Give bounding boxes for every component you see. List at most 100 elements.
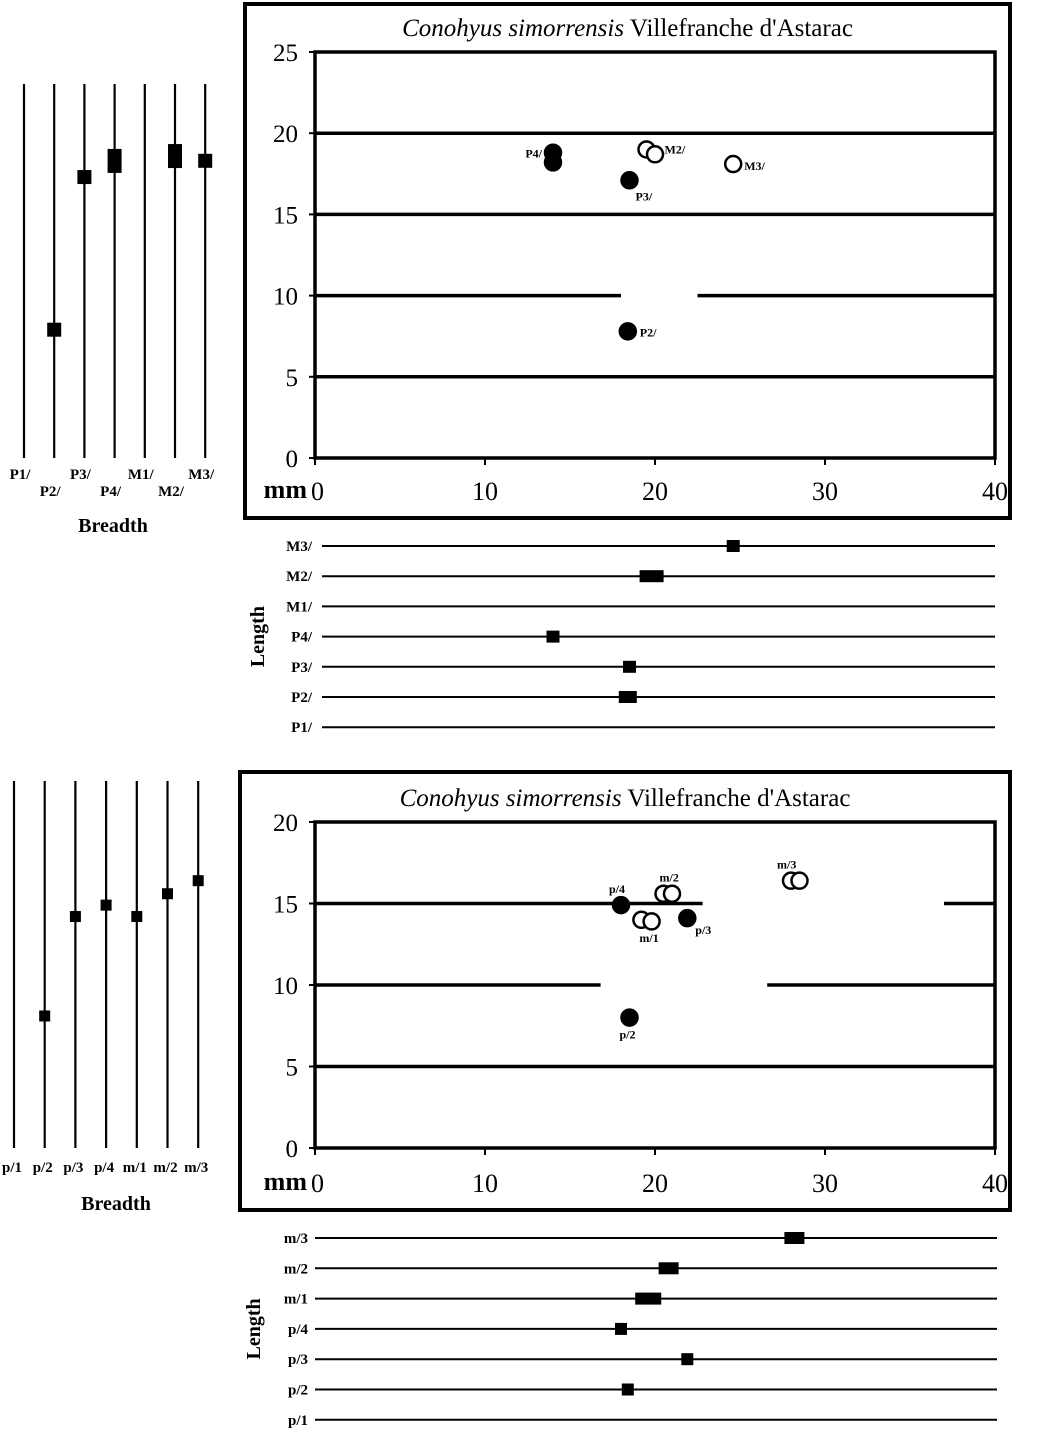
breadth-marker <box>100 899 112 911</box>
breadth-marker <box>77 170 92 185</box>
breadth-column-label: M1/ <box>128 467 155 483</box>
chart-frame <box>238 770 1012 1212</box>
breadth-column-label: P3/ <box>70 467 92 483</box>
data-point <box>620 171 639 190</box>
length-marker <box>615 1322 627 1335</box>
data-point <box>662 884 682 903</box>
chart-title: Conohyus simorrensis Villefranche d'Asta… <box>402 15 853 42</box>
length-axis-label: Length <box>243 1298 265 1359</box>
x-tick-label: 10 <box>472 477 498 506</box>
data-point <box>618 322 638 341</box>
data-point-label: M2/ <box>665 142 686 156</box>
breadth-column-label: m/1 <box>123 1160 147 1176</box>
breadth-column-label: M2/ <box>158 484 185 500</box>
breadth-column-label: m/2 <box>153 1160 177 1176</box>
length-marker <box>658 1262 679 1275</box>
data-point <box>678 908 697 928</box>
y-tick-label: 25 <box>273 40 298 67</box>
grid-gap <box>621 292 698 299</box>
breadth-column-label: p/2 <box>33 1160 53 1176</box>
data-point-label: P3/ <box>636 189 653 203</box>
length-row-label: m/1 <box>284 1292 308 1308</box>
breadth-axis-label: Breadth <box>78 515 148 537</box>
length-marker <box>681 1353 694 1366</box>
length-row-label: M2/ <box>286 569 313 585</box>
length-marker <box>784 1232 805 1244</box>
breadth-column-label: M3/ <box>188 467 215 483</box>
length-marker <box>618 691 637 703</box>
data-point-label: p/2 <box>620 1028 636 1042</box>
breadth-column-label: p/3 <box>63 1160 83 1176</box>
x-tick-label: 20 <box>642 1169 668 1198</box>
breadth-marker <box>39 1010 51 1022</box>
plot-area <box>313 50 997 460</box>
breadth-column-label: P2/ <box>40 484 62 500</box>
x-tick-label: 30 <box>812 477 838 506</box>
data-point-label: M3/ <box>744 159 765 173</box>
length-marker <box>726 540 740 552</box>
length-row-label: m/3 <box>284 1231 308 1247</box>
x-tick-label: 0 <box>311 477 324 506</box>
breadth-marker <box>131 911 143 923</box>
y-tick-label: 10 <box>273 284 298 311</box>
breadth-column-label: p/1 <box>2 1160 22 1176</box>
breadth-column-label: m/3 <box>184 1160 208 1176</box>
data-point-label: m/1 <box>639 931 658 945</box>
y-tick-label: 15 <box>273 202 298 229</box>
data-point-label: m/3 <box>777 858 796 872</box>
y-tick-label: 0 <box>286 446 299 473</box>
data-point <box>645 145 665 164</box>
data-point <box>611 895 631 915</box>
length-row-label: p/4 <box>288 1322 309 1338</box>
chart-title-rest: Villefranche d'Astarac <box>624 15 853 42</box>
length-row-label: P3/ <box>291 660 313 676</box>
data-point-label: P4/ <box>525 147 542 161</box>
y-tick-label: 15 <box>273 892 298 919</box>
breadth-column-label: P1/ <box>10 467 32 483</box>
data-point <box>723 154 743 174</box>
y-tick-label: 20 <box>273 121 298 148</box>
data-point <box>642 912 661 931</box>
breadth-axis-label: Breadth <box>81 1193 151 1215</box>
length-row-label: p/1 <box>288 1413 308 1429</box>
length-row-label: M3/ <box>286 539 313 555</box>
chart-frame <box>243 2 1012 520</box>
x-tick-label: 40 <box>982 1169 1008 1198</box>
x-axis-unit-label: mm <box>264 475 308 504</box>
breadth-column-label: p/4 <box>94 1160 115 1176</box>
data-point-label: p/3 <box>695 923 711 937</box>
chart-panel-2: Conohyus simorrensis Villefranche d'Asta… <box>2 770 1012 1429</box>
length-row-label: P4/ <box>291 630 313 646</box>
chart-title-rest: Villefranche d'Astarac <box>622 785 851 812</box>
breadth-marker <box>168 144 182 169</box>
x-tick-label: 20 <box>642 477 668 506</box>
chart-title-italic: Conohyus simorrensis <box>402 15 624 42</box>
x-axis-unit-label: mm <box>264 1167 308 1196</box>
breadth-column-label: P4/ <box>100 484 122 500</box>
data-point <box>790 871 809 890</box>
breadth-marker <box>162 888 173 900</box>
length-row-label: p/3 <box>288 1352 308 1368</box>
chart-title: Conohyus simorrensis Villefranche d'Asta… <box>400 785 851 812</box>
length-marker <box>639 570 664 583</box>
length-marker <box>621 1383 634 1396</box>
breadth-marker <box>47 322 62 337</box>
y-tick-label: 0 <box>286 1136 299 1163</box>
data-point-label: P2/ <box>640 325 657 339</box>
y-tick-label: 20 <box>273 810 298 837</box>
data-point <box>543 153 563 172</box>
breadth-marker <box>107 148 122 173</box>
x-tick-label: 30 <box>812 1169 838 1198</box>
length-row-label: P2/ <box>291 690 313 706</box>
data-point-label: m/2 <box>660 871 679 885</box>
length-marker <box>635 1292 662 1305</box>
length-marker <box>546 630 560 643</box>
grid-gap <box>702 900 944 907</box>
length-row-label: m/2 <box>284 1261 308 1277</box>
y-tick-label: 5 <box>286 365 299 392</box>
x-tick-label: 10 <box>472 1169 498 1198</box>
x-tick-label: 0 <box>311 1169 324 1198</box>
length-axis-label: Length <box>247 606 269 667</box>
grid-gap <box>600 982 768 988</box>
